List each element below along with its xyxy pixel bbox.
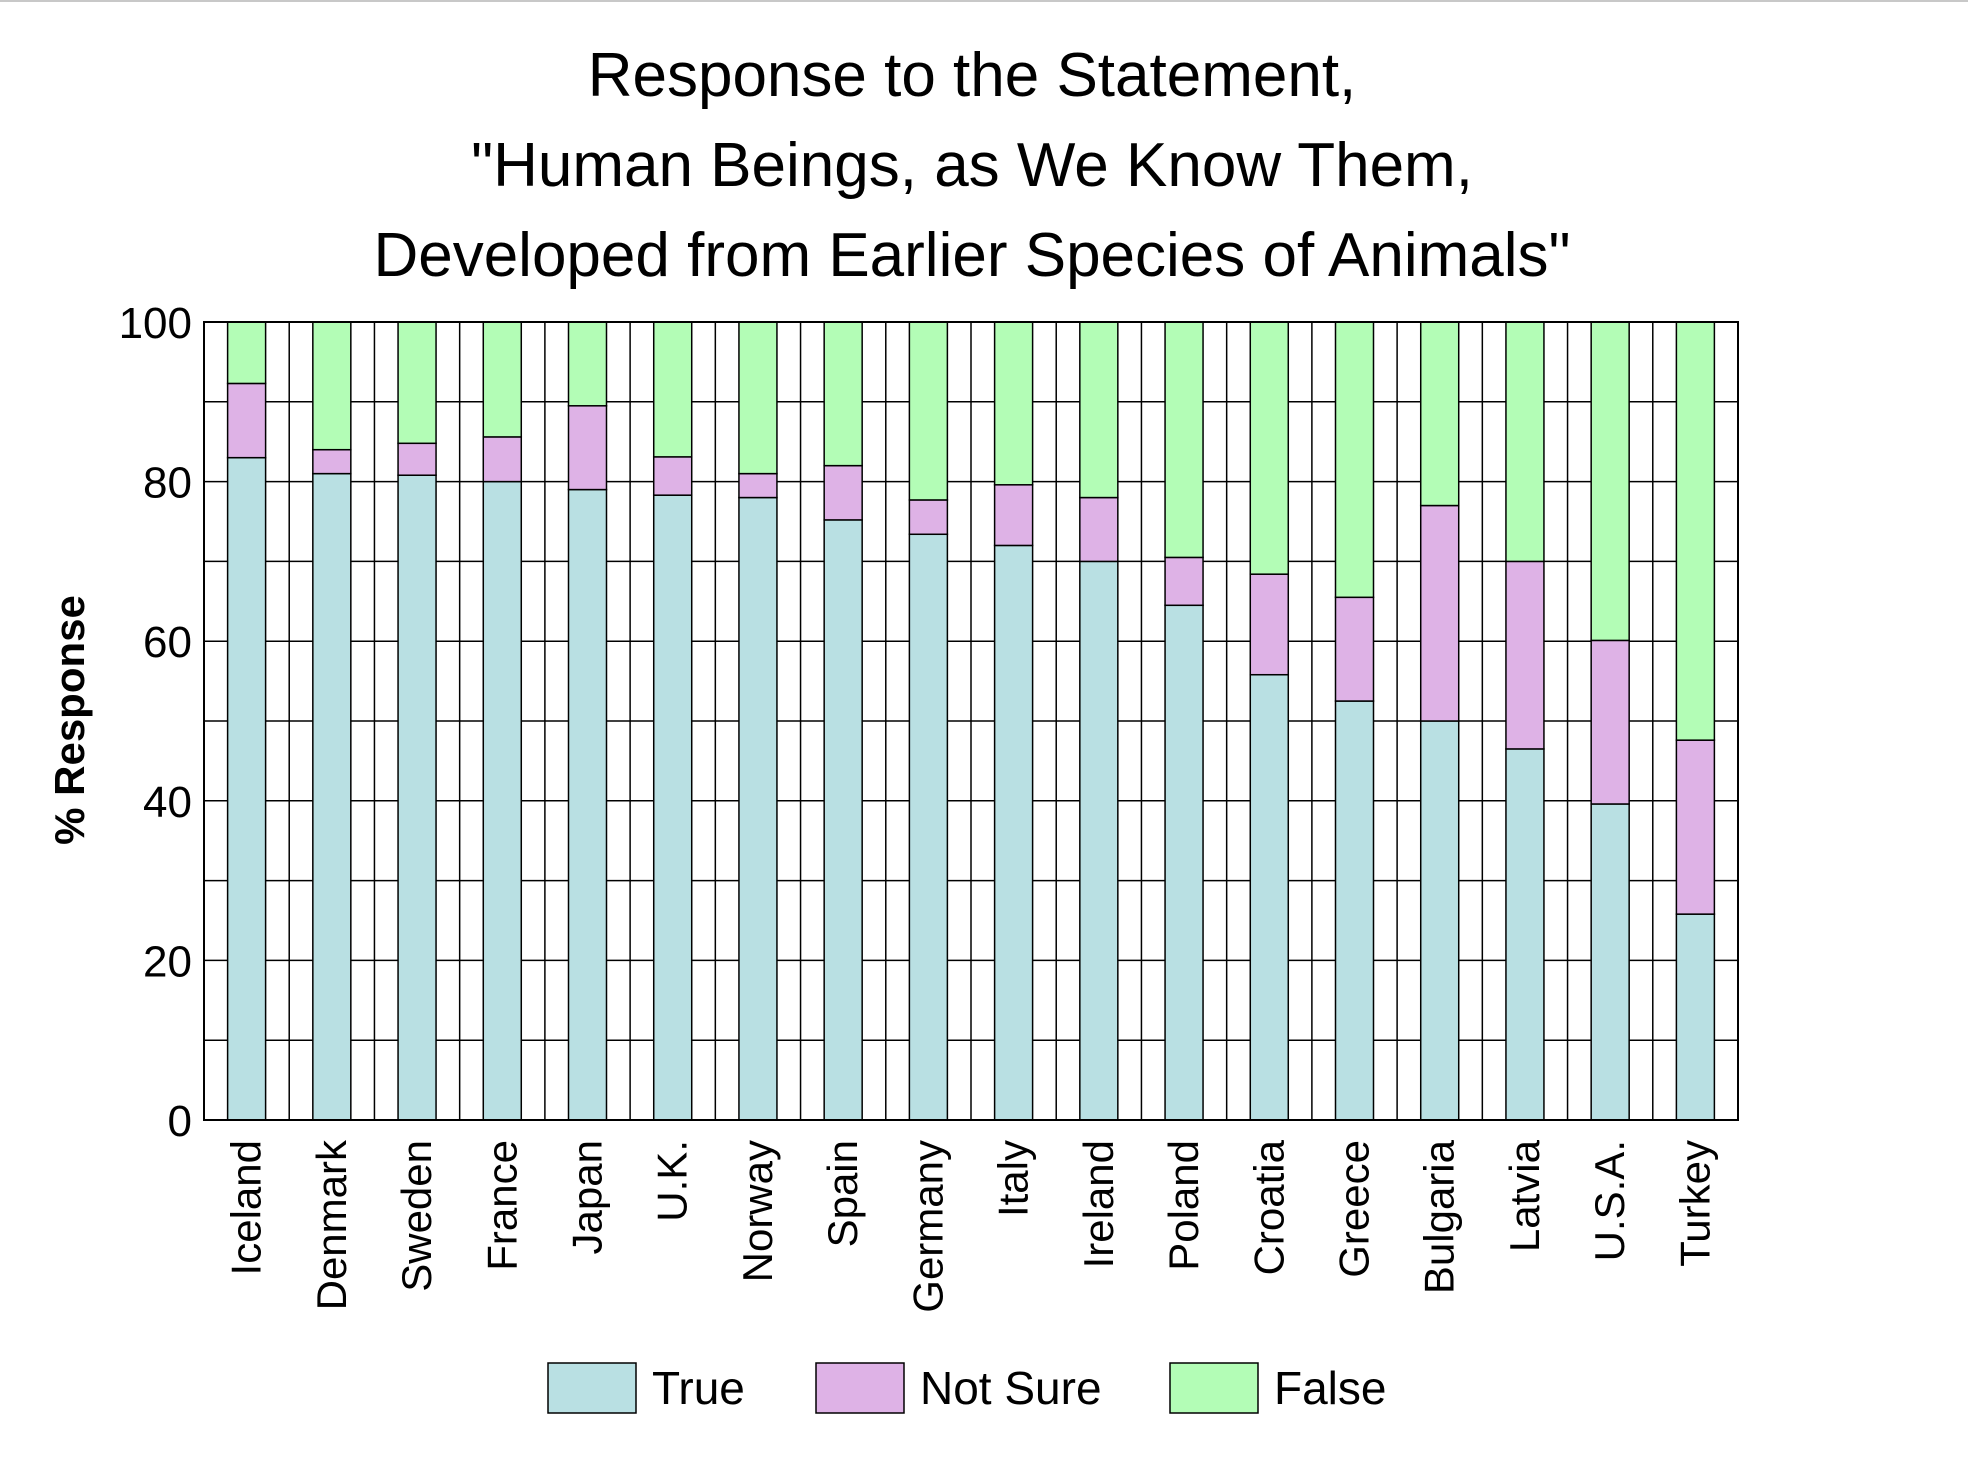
legend: True Not Sure False: [547, 1362, 1386, 1414]
bar-segment: [1419, 504, 1460, 722]
bar-segment: [823, 321, 863, 467]
category-label: U.S.A.: [1586, 1140, 1633, 1261]
category-label: Germany: [904, 1140, 951, 1313]
gridlines: [204, 322, 1738, 1120]
bar-segment: [993, 484, 1034, 547]
category-label: Turkey: [1671, 1140, 1718, 1267]
bar-segment: [397, 321, 437, 445]
category-label: Iceland: [223, 1140, 270, 1275]
bar-segment: [908, 533, 949, 1121]
category-label: Denmark: [308, 1139, 355, 1310]
title-line-3: Developed from Earlier Species of Animal…: [373, 221, 1570, 290]
bar-segment: [823, 464, 863, 521]
category-label: Ireland: [1075, 1140, 1122, 1268]
bar-segment: [1505, 560, 1545, 750]
bar-segment: [1419, 321, 1460, 507]
bar-segment: [1675, 321, 1716, 741]
bar-segment: [482, 436, 523, 483]
y-tick-label: 80: [143, 459, 192, 508]
top-rule: [0, 0, 1968, 2]
bar-segment: [1164, 321, 1204, 559]
bar-segment: [652, 321, 693, 458]
legend-label: True: [652, 1362, 745, 1414]
bar-segment: [397, 442, 437, 476]
bar-segment: [823, 519, 863, 1121]
bar-segment: [1249, 673, 1290, 1121]
bar-segment: [1079, 496, 1119, 563]
bar-segment: [226, 456, 267, 1121]
title-line-2: "Human Beings, as We Know Them,: [471, 131, 1473, 200]
bar-segment: [1334, 700, 1375, 1121]
category-label: Sweden: [393, 1140, 440, 1292]
bar-segment: [1675, 913, 1716, 1121]
y-tick-label: 40: [143, 778, 192, 827]
category-label: Latvia: [1501, 1139, 1548, 1252]
y-tick-label: 60: [143, 618, 192, 667]
bar-segment: [482, 480, 523, 1121]
bar-segment: [1505, 748, 1545, 1121]
legend-swatch: [815, 1362, 905, 1414]
legend-label: Not Sure: [920, 1362, 1102, 1414]
bar-segment: [1164, 556, 1204, 607]
y-tick-labels: 0 20 40 60 80 100: [119, 299, 192, 1146]
category-label: Croatia: [1245, 1139, 1292, 1275]
bar-segment: [312, 448, 352, 475]
bar-segment: [993, 321, 1034, 486]
bar-segment: [908, 499, 949, 536]
bar-segment: [567, 405, 608, 491]
bar-segment: [738, 321, 778, 475]
category-label: Poland: [1160, 1140, 1207, 1271]
category-label: Greece: [1331, 1140, 1378, 1278]
bars: [226, 321, 1716, 1121]
bar-segment: [1590, 639, 1630, 805]
category-label: U.K.: [649, 1140, 696, 1222]
y-tick-label: 20: [143, 937, 192, 986]
bar-segment: [1249, 573, 1290, 676]
bar-segment: [1505, 321, 1545, 563]
bar-segment: [312, 472, 352, 1121]
bar-segment: [1079, 560, 1119, 1121]
bar-segment: [1590, 803, 1630, 1121]
bar-segment: [482, 321, 523, 438]
bar-segment: [397, 474, 437, 1121]
bar-segment: [1164, 604, 1204, 1121]
bar-segment: [567, 488, 608, 1121]
bar-segment: [1419, 720, 1460, 1121]
y-tick-label: 100: [119, 299, 192, 348]
bar-segment: [652, 494, 693, 1121]
bar-segment: [652, 456, 693, 496]
title-line-1: Response to the Statement,: [588, 41, 1357, 110]
bar-segment: [1334, 321, 1375, 599]
bar-segment: [1590, 321, 1630, 642]
bar-segment: [312, 321, 352, 451]
plot-frame: [203, 321, 1739, 1121]
bar-segment: [738, 496, 778, 1121]
bar-segment: [1249, 321, 1290, 575]
bar-segment: [993, 544, 1034, 1121]
category-label: Spain: [819, 1140, 866, 1247]
category-labels: Iceland Denmark Sweden France Japan U.K. Norwa…: [223, 1139, 1719, 1313]
bar-segment: [567, 321, 608, 407]
category-label: Italy: [990, 1140, 1037, 1217]
bar-segment: [738, 472, 778, 499]
bar-segment: [1334, 596, 1375, 702]
category-label: Bulgaria: [1416, 1139, 1463, 1294]
category-label: France: [478, 1140, 525, 1271]
legend-label: False: [1274, 1362, 1386, 1414]
category-label: Japan: [564, 1140, 611, 1254]
bar-segment: [1079, 321, 1119, 499]
legend-swatch: [1169, 1362, 1259, 1414]
category-label: Norway: [734, 1140, 781, 1282]
y-tick-label: 0: [168, 1097, 192, 1146]
bar-segment: [1675, 739, 1716, 915]
bar-segment: [226, 382, 267, 459]
y-axis-label: % Response: [46, 595, 93, 845]
chart-title: Response to the Statement, "Human Beings…: [373, 41, 1570, 290]
bar-segment: [908, 321, 949, 501]
bar-segment: [226, 321, 267, 385]
legend-swatch: [547, 1362, 637, 1414]
